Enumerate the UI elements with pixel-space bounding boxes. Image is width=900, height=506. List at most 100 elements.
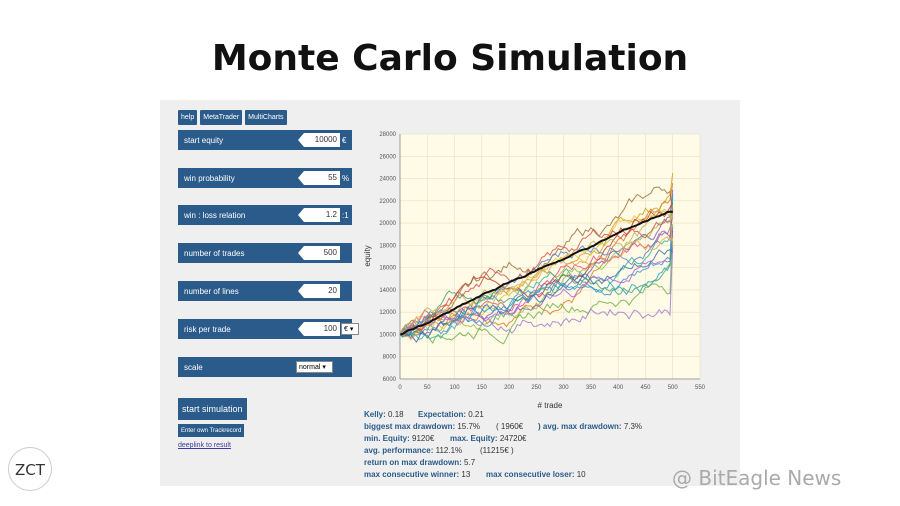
simulation-line (399, 249, 674, 344)
chevron-down-icon: ▾ (322, 364, 326, 371)
expectation-stat: Expectation: 0.21 (418, 410, 484, 419)
return-on-drawdown-label: return on max drawdown: (364, 458, 462, 467)
simulation-line (399, 240, 674, 335)
x-tick-label: 550 (695, 385, 706, 391)
x-tick-label: 150 (477, 385, 488, 391)
simulation-line (399, 198, 674, 340)
biggest-drawdown-value: 15.7% (457, 422, 481, 431)
max-equity-value: 24720€ (499, 434, 527, 443)
deeplink-link[interactable]: deeplink to result (178, 442, 231, 449)
avg-drawdown-value: 7.3% (623, 422, 643, 431)
plot-background (400, 134, 700, 379)
x-tick-label: 500 (668, 385, 679, 391)
x-tick-label: 350 (586, 385, 597, 391)
y-tick-label: 8000 (383, 355, 397, 361)
equity-chart: 0 50 100 150 200 250 300 350 400 450 500 550 6000 800… (360, 128, 720, 418)
y-tick-label: 22000 (379, 199, 396, 205)
num-lines-input[interactable]: 20 (298, 284, 340, 298)
x-tick-label: 200 (504, 385, 515, 391)
max-winner-stat: max consecutive winner: 13 (364, 470, 470, 479)
y-tick-label: 18000 (379, 243, 396, 249)
win-probability-unit: % (342, 174, 350, 183)
mean-equity-line (399, 210, 673, 336)
risk-currency-select[interactable]: € ▾ (341, 323, 359, 335)
x-tick-label: 450 (640, 385, 651, 391)
win-probability-label: win probability (184, 174, 235, 183)
help-button[interactable]: help (178, 110, 198, 125)
kelly-stat: Kelly: 0.18 (364, 410, 404, 419)
biggest-drawdown-stat: biggest max drawdown: 15.7% (364, 422, 480, 431)
scale-value: normal (299, 364, 321, 371)
num-lines-row: number of lines 20 (178, 281, 352, 301)
scale-row: scale normal ▾ (178, 357, 352, 377)
max-equity-label: max. Equity: (450, 434, 498, 443)
return-on-drawdown-stat: return on max drawdown: 5.7 (364, 458, 475, 467)
avg-performance-label: avg. performance: (364, 446, 434, 455)
num-lines-label: number of lines (184, 287, 239, 296)
x-tick-label: 250 (531, 385, 542, 391)
simulation-line (400, 234, 674, 341)
max-winner-value: 13 (461, 470, 471, 479)
min-equity-stat: min. Equity: 9120€ (364, 434, 434, 443)
risk-row: risk per trade 100 € ▾ (178, 319, 359, 339)
num-trades-input[interactable]: 500 (298, 246, 340, 260)
max-loser-label: max consecutive loser: (486, 470, 575, 479)
x-tick-label: 50 (424, 385, 431, 391)
page-title: Monte Carlo Simulation (211, 38, 689, 79)
start-simulation-button[interactable]: start simulation (178, 398, 247, 420)
x-axis-label: # trade (538, 401, 563, 410)
start-equity-input[interactable]: 10000 (298, 133, 340, 147)
expectation-value: 0.21 (468, 410, 484, 419)
risk-label: risk per trade (184, 325, 231, 334)
max-loser-stat: max consecutive loser: 10 (486, 470, 586, 479)
bitEagle-watermark: @ BitEagle News (672, 466, 842, 490)
metatrader-button[interactable]: MetaTrader (200, 110, 243, 125)
simulation-line (399, 244, 674, 335)
scale-select[interactable]: normal ▾ (296, 361, 333, 373)
x-tick-label: 100 (450, 385, 461, 391)
y-tick-label: 14000 (379, 288, 396, 294)
win-loss-input[interactable]: 1.2 (298, 208, 340, 222)
risk-currency-value: € (344, 326, 348, 333)
avg-performance-stat: avg. performance: 112.1% (364, 446, 462, 455)
avg-performance-abs: (11215€ ) (480, 446, 514, 455)
expectation-label: Expectation: (418, 410, 467, 419)
x-tick-label: 400 (613, 385, 624, 391)
win-probability-row: win probability 55 % (178, 168, 352, 188)
avg-performance-value: 112.1% (435, 446, 463, 455)
simulation-line (399, 230, 674, 338)
min-equity-value: 9120€ (412, 434, 435, 443)
win-probability-input[interactable]: 55 (298, 171, 340, 185)
num-trades-label: number of trades (184, 249, 245, 258)
biggest-drawdown-abs: ( 1960€ (496, 422, 524, 431)
simulation-line (399, 209, 674, 335)
chevron-down-icon: ▾ (349, 326, 354, 333)
y-tick-label: 26000 (379, 154, 396, 160)
y-tick-label: 16000 (379, 266, 396, 272)
simulation-line (399, 218, 674, 335)
max-winner-label: max consecutive winner: (364, 470, 460, 479)
min-equity-label: min. Equity: (364, 434, 410, 443)
num-trades-row: number of trades 500 (178, 243, 352, 263)
risk-input[interactable]: 100 (298, 322, 340, 336)
max-loser-value: 10 (576, 470, 586, 479)
start-equity-unit: € (342, 136, 347, 145)
y-tick-label: 20000 (379, 221, 396, 227)
simulator-panel: help MetaTrader MultiCharts start equity… (160, 100, 740, 486)
equity-chart-svg: 0 50 100 150 200 250 300 350 400 450 500 550 6000 800… (363, 132, 706, 410)
y-axis-label: equity (363, 245, 372, 266)
y-tick-label: 6000 (383, 377, 397, 383)
simulation-line (399, 224, 674, 345)
win-loss-row: win : loss relation 1.2 :1 (178, 205, 352, 225)
start-equity-label: start equity (184, 136, 224, 145)
enter-trackrecord-button[interactable]: Enter own Trackrecord (178, 424, 245, 437)
win-loss-unit: :1 (342, 211, 349, 220)
max-equity-stat: max. Equity: 24720€ (450, 434, 527, 443)
kelly-value: 0.18 (388, 410, 404, 419)
y-tick-label: 24000 (379, 177, 396, 183)
avg-drawdown-stat: ) avg. max drawdown: 7.3% (538, 422, 642, 431)
y-tick-label: 12000 (379, 310, 396, 316)
multicharts-button[interactable]: MultiCharts (245, 110, 287, 125)
y-tick-label: 10000 (379, 332, 396, 338)
simulation-line (399, 227, 674, 335)
